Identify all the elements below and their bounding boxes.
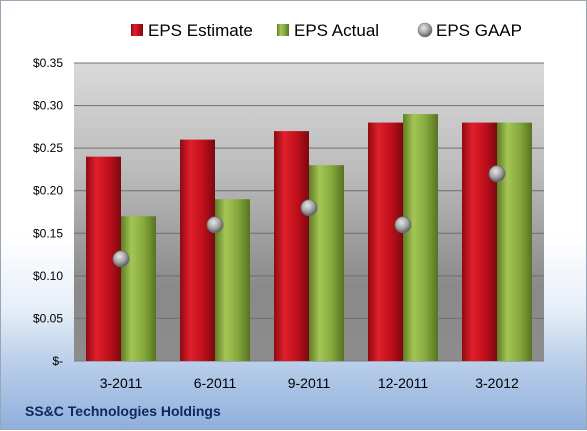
y-tick-label: $0.20 xyxy=(33,184,63,198)
y-tick-label: $0.35 xyxy=(33,56,63,70)
legend-label: EPS Estimate xyxy=(148,21,253,40)
legend-marker-gaap xyxy=(417,22,433,38)
gaap-marker xyxy=(394,216,412,234)
y-tick-label: $0.30 xyxy=(33,99,63,113)
x-axis-tick-labels: 3-2011 6-2011 9-2011 12-2011 3-2012 xyxy=(100,375,519,391)
actual-bar xyxy=(403,114,438,361)
gaap-markers xyxy=(112,165,506,268)
actual-bar xyxy=(121,216,156,361)
x-tick-label: 3-2012 xyxy=(475,375,519,391)
y-tick-label: $0.15 xyxy=(33,226,63,240)
company-caption: SS&C Technologies Holdings xyxy=(25,403,221,419)
estimate-bar xyxy=(368,122,403,361)
x-tick-label: 6-2011 xyxy=(194,375,237,391)
legend-label: EPS Actual xyxy=(294,21,379,40)
y-tick-label: $- xyxy=(52,354,63,368)
estimate-bar xyxy=(180,139,215,361)
estimate-bar xyxy=(462,122,497,361)
y-axis-tick-labels: $- $0.05 $0.10 $0.15 $0.20 $0.25 $0.30 $0.35 xyxy=(33,56,63,368)
y-tick-label: $0.10 xyxy=(33,269,63,283)
gaap-marker xyxy=(112,250,130,268)
legend-swatch-actual xyxy=(277,24,289,36)
x-tick-label: 9-2011 xyxy=(288,375,331,391)
estimate-bar xyxy=(274,131,309,361)
legend-label: EPS GAAP xyxy=(436,21,522,40)
x-tick-label: 12-2011 xyxy=(378,375,429,391)
legend: EPS Estimate EPS Actual EPS GAAP xyxy=(131,21,522,40)
gaap-marker xyxy=(300,199,318,217)
x-tick-label: 3-2011 xyxy=(100,375,143,391)
legend-swatch-estimate xyxy=(131,24,143,36)
y-tick-label: $0.25 xyxy=(33,141,63,155)
actual-bar xyxy=(497,122,532,361)
actual-bar xyxy=(309,165,344,361)
gaap-marker xyxy=(206,216,224,234)
gaap-marker xyxy=(488,165,506,183)
y-tick-label: $0.05 xyxy=(33,311,63,325)
